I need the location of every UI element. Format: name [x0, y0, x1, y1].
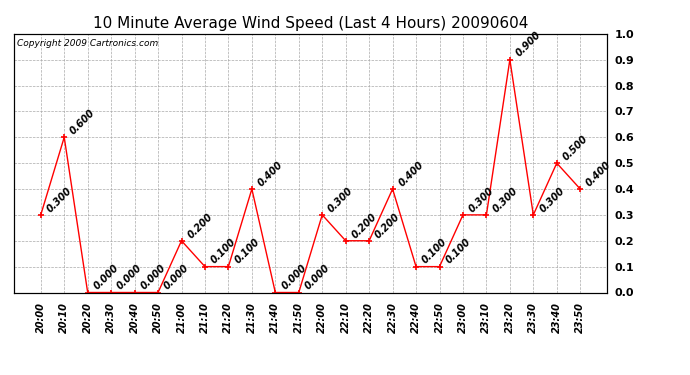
- Text: 0.300: 0.300: [326, 185, 355, 214]
- Text: 0.600: 0.600: [68, 108, 97, 136]
- Text: 0.300: 0.300: [538, 185, 566, 214]
- Text: 0.300: 0.300: [491, 185, 520, 214]
- Text: 0.500: 0.500: [561, 134, 590, 162]
- Text: 0.900: 0.900: [514, 30, 543, 59]
- Text: 0.000: 0.000: [139, 263, 168, 292]
- Text: 0.100: 0.100: [420, 237, 449, 266]
- Text: 0.000: 0.000: [303, 263, 332, 292]
- Text: 0.200: 0.200: [186, 211, 215, 240]
- Text: 0.100: 0.100: [233, 237, 262, 266]
- Text: 0.100: 0.100: [444, 237, 473, 266]
- Text: 0.000: 0.000: [279, 263, 308, 292]
- Text: 0.000: 0.000: [115, 263, 144, 292]
- Text: 0.400: 0.400: [584, 159, 613, 188]
- Text: 0.000: 0.000: [92, 263, 121, 292]
- Text: 0.400: 0.400: [256, 159, 285, 188]
- Text: Copyright 2009 Cartronics.com: Copyright 2009 Cartronics.com: [17, 39, 158, 48]
- Text: 0.300: 0.300: [467, 185, 496, 214]
- Text: 0.200: 0.200: [350, 211, 379, 240]
- Text: 0.400: 0.400: [397, 159, 426, 188]
- Title: 10 Minute Average Wind Speed (Last 4 Hours) 20090604: 10 Minute Average Wind Speed (Last 4 Hou…: [93, 16, 528, 31]
- Text: 0.100: 0.100: [209, 237, 238, 266]
- Text: 0.000: 0.000: [162, 263, 191, 292]
- Text: 0.200: 0.200: [373, 211, 402, 240]
- Text: 0.300: 0.300: [45, 185, 74, 214]
